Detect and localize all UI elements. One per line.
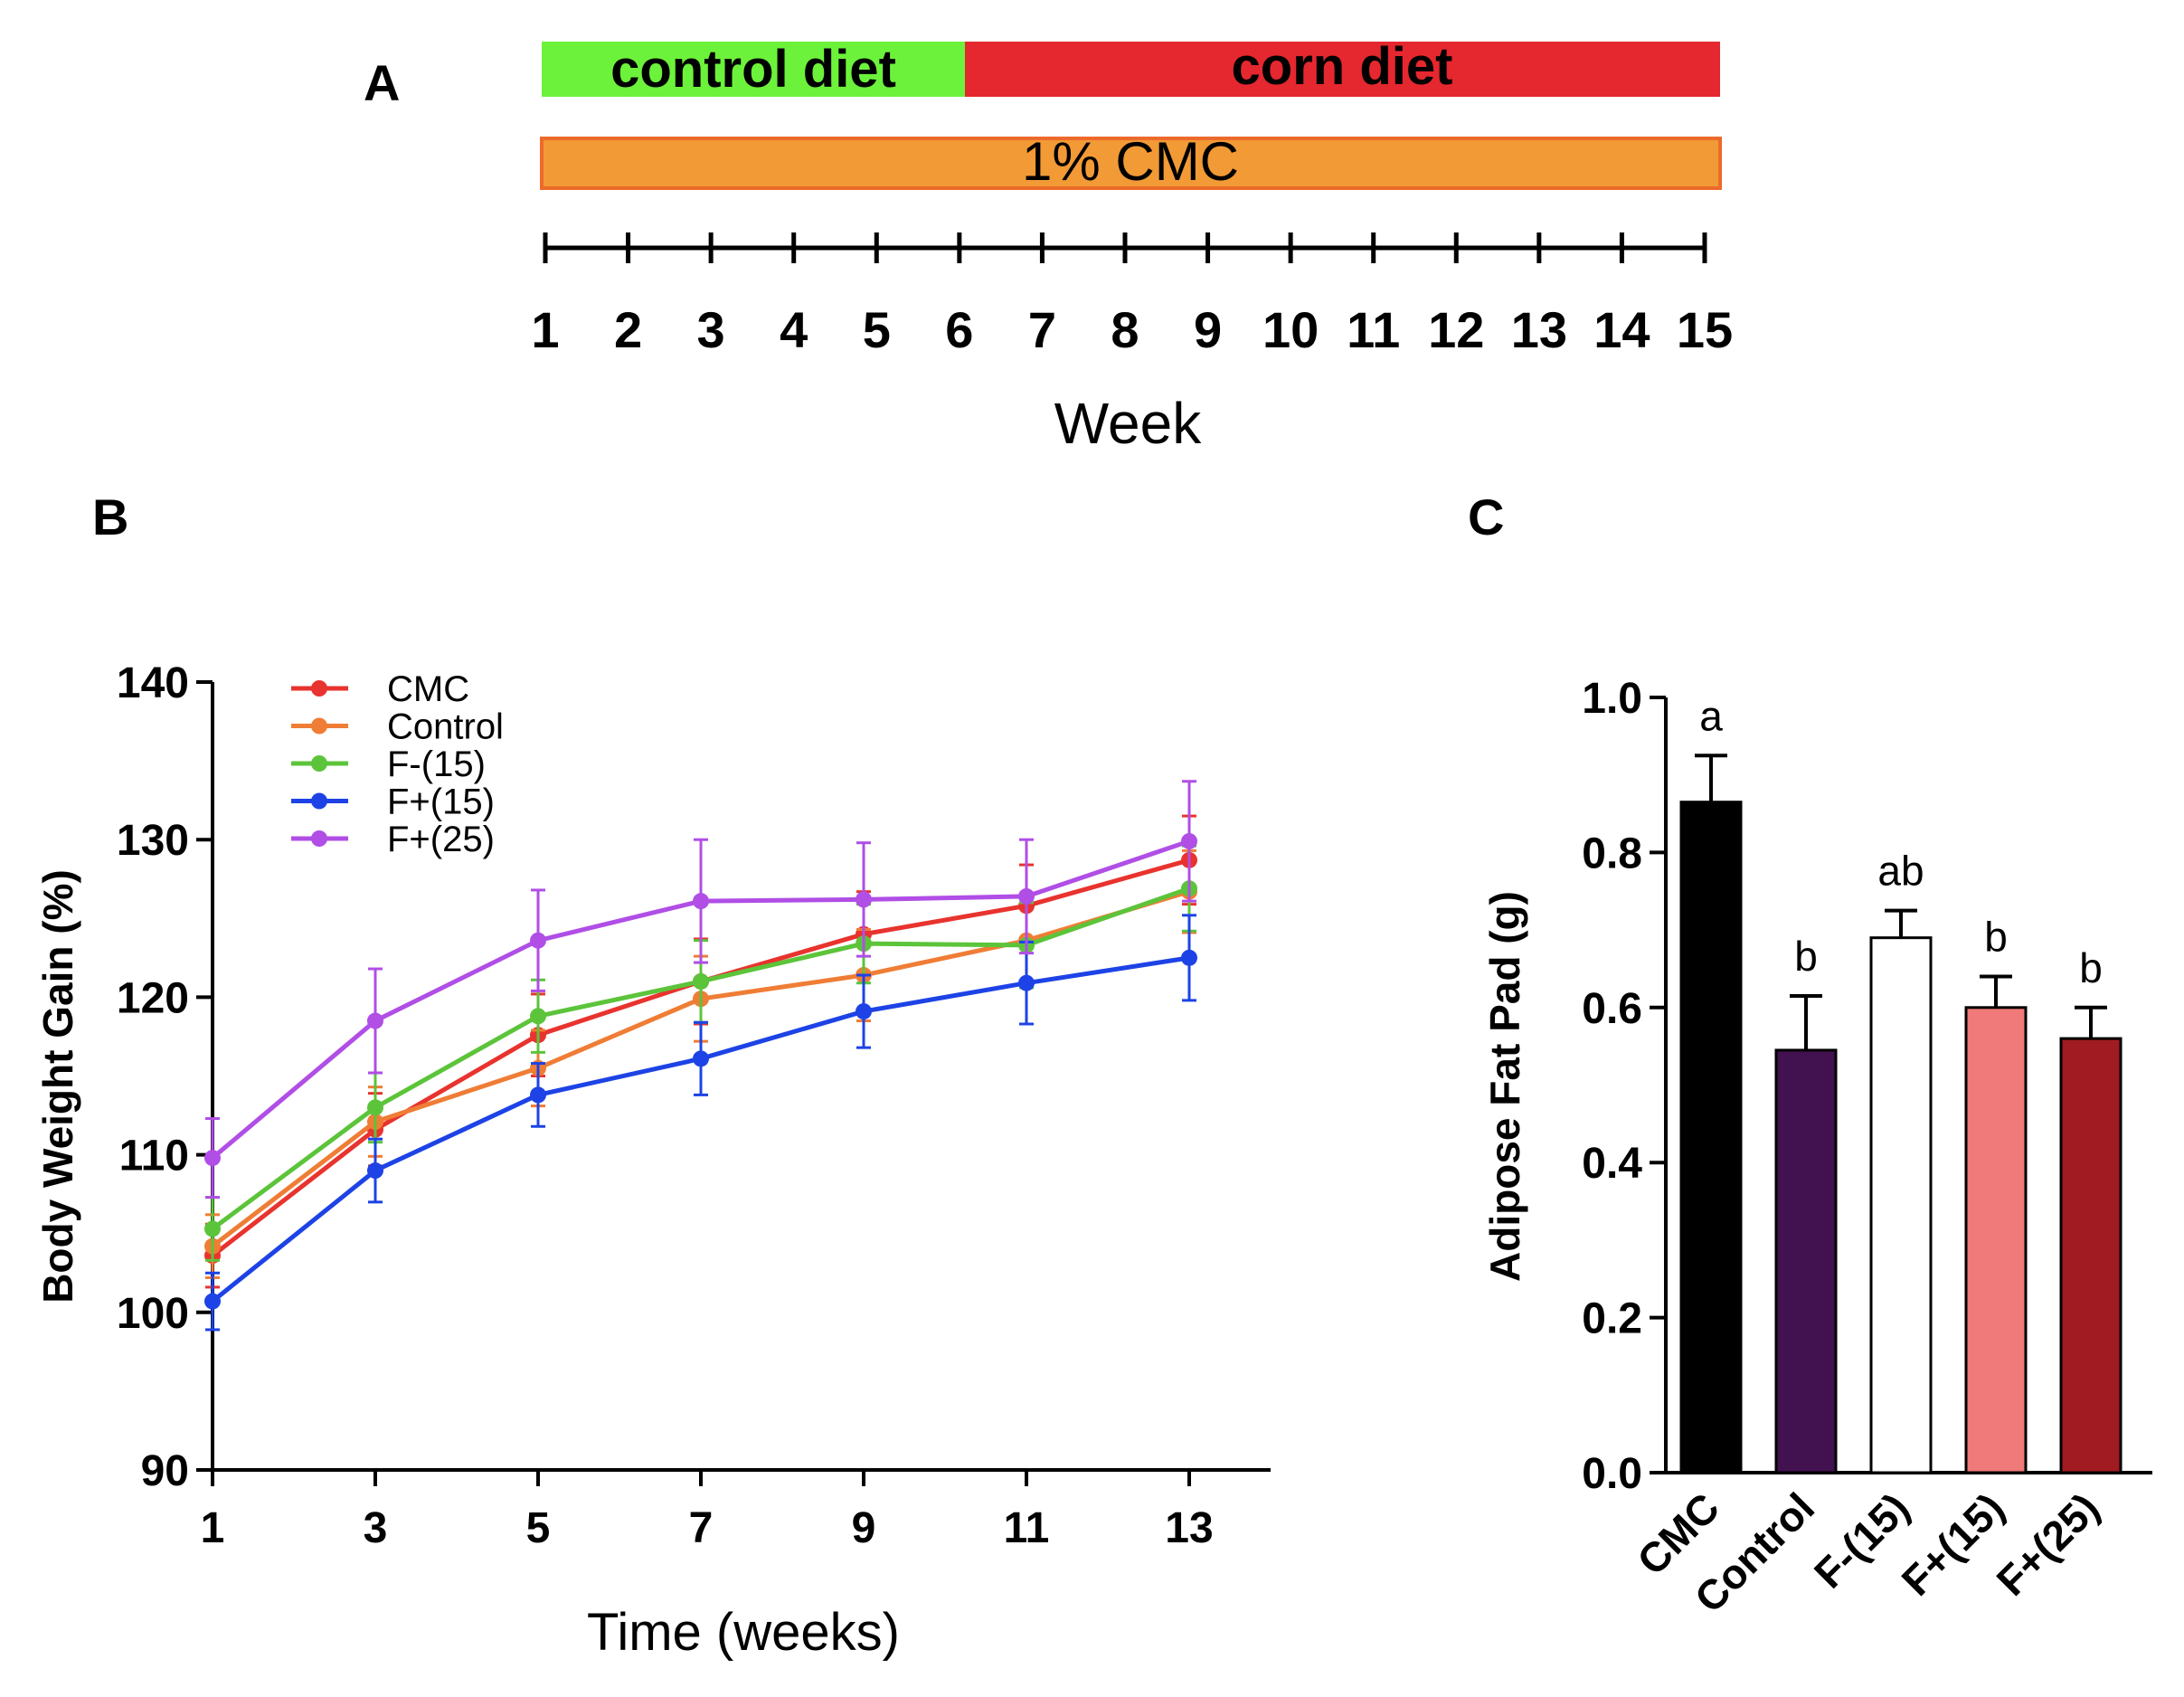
- data-point: [856, 891, 872, 908]
- y-tick-label: 0.2: [1582, 1295, 1642, 1343]
- control-diet-bar: [542, 42, 965, 97]
- corn-diet-bar: [965, 42, 1720, 97]
- legend-swatch-marker: [311, 830, 327, 847]
- data-point: [693, 893, 709, 910]
- data-point: [1018, 887, 1035, 905]
- x-tick-label: 7: [689, 1504, 714, 1552]
- data-point: [693, 1050, 709, 1067]
- body-weight-chart: Body Weight Gain (%) Time (weeks) 90 100 1…: [34, 659, 1271, 1662]
- y-tick-label: 130: [117, 817, 189, 865]
- y-tick-label: 110: [119, 1133, 189, 1180]
- timeline-week-label: 7: [1028, 301, 1056, 358]
- y-tick-label: 90: [141, 1447, 189, 1495]
- bar-Control: [1774, 1048, 1838, 1474]
- y-tick-label: 0.6: [1582, 985, 1642, 1033]
- bar-F+(25): [2059, 1037, 2123, 1474]
- timeline-week-label: 11: [1347, 301, 1400, 358]
- timeline-week-label: 9: [1194, 301, 1222, 358]
- cmc-treatment-bar: [540, 137, 1722, 190]
- significance-letter: b: [1984, 914, 2008, 961]
- data-point: [367, 1012, 383, 1029]
- legend-label: F+(25): [387, 820, 495, 859]
- fat-pad-chart: Adipose Fat Pad (g) 0.0 0.2 0.4 0.6 0.8 1.0 a…: [1481, 675, 2152, 1622]
- legend-swatch-marker: [311, 792, 327, 810]
- x-tick-label: 13: [1165, 1504, 1213, 1552]
- significance-letter: ab: [1877, 848, 1924, 895]
- series-F+(25): [204, 780, 1197, 1199]
- timeline-week-label: 1: [531, 301, 559, 358]
- y-tick-label: 0.4: [1582, 1140, 1642, 1188]
- legend-label: F-(15): [387, 744, 486, 784]
- y-tick-label: 140: [117, 659, 189, 707]
- legend-label: F+(15): [387, 782, 495, 822]
- x-tick-label: 5: [526, 1504, 551, 1552]
- x-tick-label: 3: [364, 1504, 388, 1552]
- data-point: [1181, 832, 1197, 849]
- significance-letter: a: [1699, 692, 1723, 739]
- corn-diet-label: corn diet: [1232, 37, 1453, 96]
- timeline-week-label: 13: [1511, 301, 1567, 358]
- fat-pad-axes: 0.0 0.2 0.4 0.6 0.8 1.0: [1582, 675, 2152, 1498]
- significance-letter: b: [2079, 944, 2103, 991]
- timeline-week-label: 2: [614, 301, 642, 358]
- significance-letter: b: [1794, 933, 1818, 980]
- bar-CMC: [1679, 801, 1743, 1474]
- panel-b-letter: B: [92, 488, 128, 545]
- series-F+(15): [204, 914, 1197, 1332]
- control-diet-label: control diet: [610, 40, 896, 99]
- fat-pad-y-axis-title: Adipose Fat Pad (g): [1481, 891, 1528, 1282]
- timeline-week-label: 15: [1677, 301, 1733, 358]
- data-point: [530, 1086, 546, 1104]
- timeline-week-label: 6: [945, 301, 973, 358]
- legend-swatch-marker: [311, 717, 327, 735]
- data-point: [1018, 974, 1035, 991]
- week-timeline-axis: 1 2 3 4 5 6 7 8 9 10 11 12 13 14 15: [531, 232, 1733, 358]
- legend-label: CMC: [387, 669, 469, 709]
- x-tick-label: 9: [852, 1504, 876, 1552]
- panel-a-letter: A: [364, 54, 400, 111]
- timeline-week-label: 4: [780, 301, 808, 358]
- legend-label: Control: [387, 707, 504, 747]
- data-point: [204, 1150, 221, 1167]
- timeline-week-label: 3: [697, 301, 725, 358]
- timeline-week-label: 5: [863, 301, 891, 358]
- y-tick-label: 1.0: [1582, 675, 1642, 723]
- data-point: [693, 972, 709, 990]
- data-point: [204, 1293, 221, 1310]
- category-label: F+(15): [1893, 1484, 2013, 1604]
- y-tick-label: 120: [117, 974, 189, 1022]
- data-point: [204, 1220, 221, 1237]
- y-tick-label: 0.0: [1582, 1450, 1642, 1498]
- body-weight-series: [204, 780, 1197, 1332]
- bar-F+(15): [1964, 1006, 2028, 1474]
- x-tick-label: 1: [201, 1504, 225, 1552]
- timeline-week-label: 12: [1428, 301, 1484, 358]
- x-tick-label: 11: [1004, 1504, 1050, 1552]
- cmc-treatment-label: 1% CMC: [1022, 131, 1239, 192]
- legend-swatch-marker: [311, 680, 327, 697]
- panel-c-letter: C: [1468, 488, 1504, 545]
- data-point: [530, 1008, 546, 1025]
- data-point: [530, 932, 546, 949]
- timeline-week-label: 14: [1593, 301, 1650, 358]
- data-point: [1181, 949, 1197, 966]
- data-point: [367, 1099, 383, 1116]
- data-point: [856, 1003, 872, 1020]
- data-point: [367, 1162, 383, 1180]
- body-weight-x-axis-title: Time (weeks): [587, 1603, 900, 1662]
- bar-F-(15): [1869, 936, 1933, 1474]
- timeline-week-label: 8: [1111, 301, 1139, 358]
- body-weight-y-axis-title: Body Weight Gain (%): [34, 869, 81, 1304]
- y-tick-label: 100: [117, 1290, 189, 1338]
- timeline-week-label: 10: [1262, 301, 1319, 358]
- y-tick-label: 0.8: [1582, 830, 1642, 877]
- legend-swatch-marker: [311, 755, 327, 772]
- category-label: F+(25): [1988, 1484, 2108, 1604]
- week-axis-label: Week: [1054, 391, 1202, 456]
